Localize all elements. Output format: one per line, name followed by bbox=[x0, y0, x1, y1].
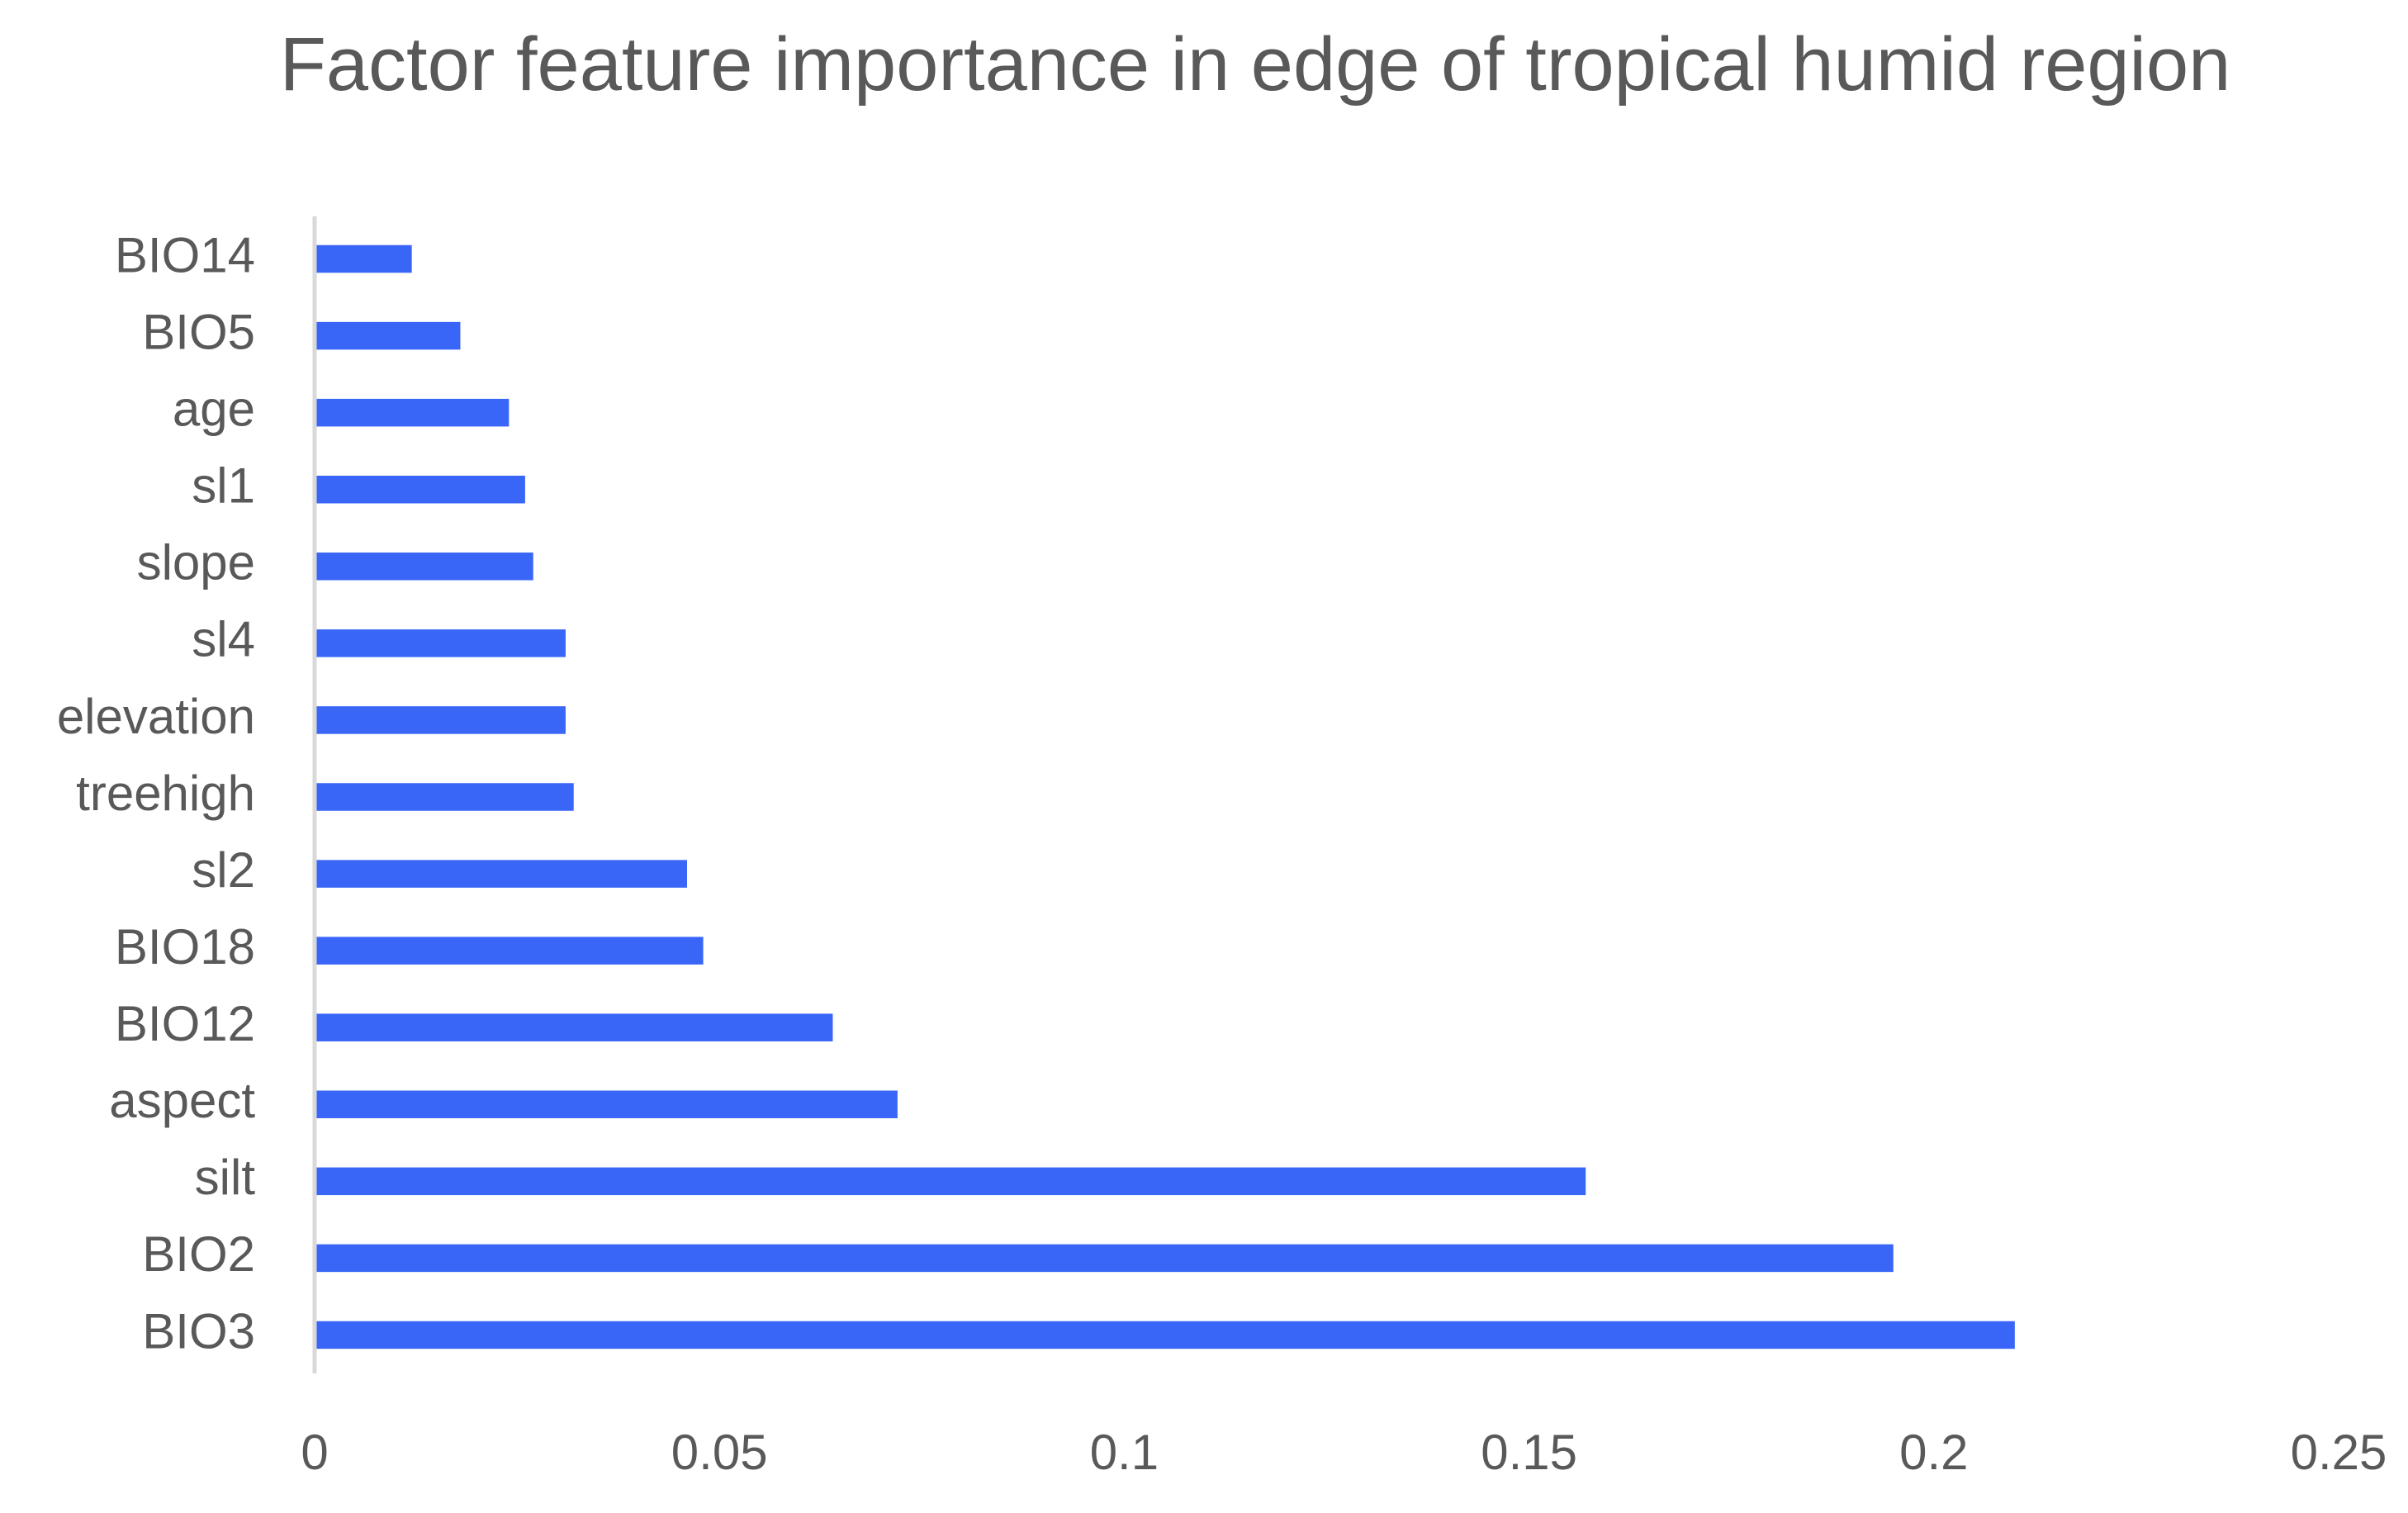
y-tick-label: silt bbox=[195, 1150, 256, 1205]
bar bbox=[315, 860, 687, 888]
x-tick-label: 0.15 bbox=[1481, 1425, 1577, 1480]
y-tick-label: treehigh bbox=[76, 766, 255, 821]
bar bbox=[315, 937, 704, 965]
y-tick-label: BIO12 bbox=[115, 996, 255, 1051]
x-tick-label: 0.05 bbox=[671, 1425, 768, 1480]
bar bbox=[315, 706, 566, 734]
bar bbox=[315, 398, 510, 427]
bar bbox=[315, 1013, 833, 1041]
y-tick-label: sl1 bbox=[192, 458, 255, 514]
x-tick-label: 0 bbox=[301, 1425, 328, 1480]
bar bbox=[315, 1321, 2015, 1349]
y-tick-label: BIO2 bbox=[142, 1226, 255, 1282]
y-tick-label: sl4 bbox=[192, 612, 255, 667]
x-tick-label: 0.1 bbox=[1090, 1425, 1159, 1480]
y-tick-label: elevation bbox=[57, 689, 255, 744]
y-tick-label: BIO18 bbox=[115, 919, 255, 975]
bar bbox=[315, 553, 533, 581]
bar bbox=[315, 1167, 1586, 1196]
y-tick-label: BIO3 bbox=[142, 1303, 255, 1359]
bar bbox=[315, 783, 574, 811]
bar bbox=[315, 244, 412, 273]
bar bbox=[315, 629, 566, 657]
bar bbox=[315, 1090, 898, 1119]
y-tick-label: BIO14 bbox=[115, 227, 255, 282]
y-tick-label: age bbox=[173, 382, 255, 437]
bar bbox=[315, 475, 525, 504]
chart-title: Factor feature importance in edge of tro… bbox=[279, 22, 2231, 107]
bar bbox=[315, 1244, 1894, 1273]
y-tick-label: BIO5 bbox=[142, 304, 255, 359]
y-tick-label: aspect bbox=[109, 1073, 255, 1128]
bar bbox=[315, 321, 461, 350]
x-tick-label: 0.25 bbox=[2291, 1425, 2387, 1480]
y-tick-label: slope bbox=[137, 535, 255, 590]
y-tick-label: sl2 bbox=[192, 842, 255, 898]
x-tick-label: 0.2 bbox=[1899, 1425, 1968, 1480]
